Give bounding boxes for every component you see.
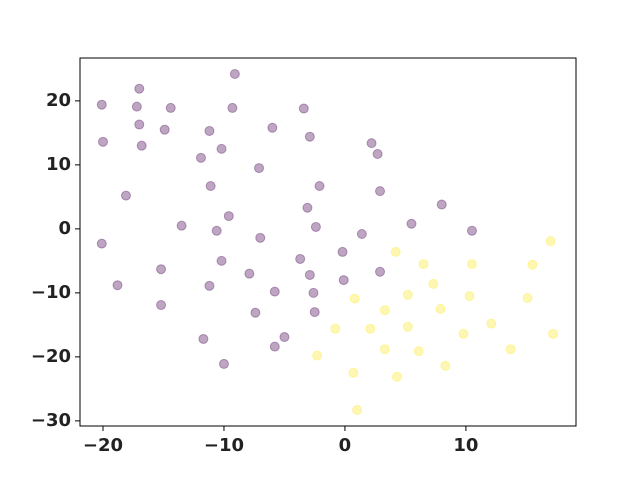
point [548, 328, 559, 339]
point [545, 236, 556, 247]
plot-frame [79, 57, 577, 427]
point [204, 125, 215, 136]
y-tick-label: 0 [58, 218, 71, 239]
point [97, 136, 108, 147]
point [312, 350, 323, 361]
point [375, 266, 386, 277]
point [198, 333, 209, 344]
point [348, 367, 359, 378]
point [227, 102, 238, 113]
point [466, 259, 477, 270]
point [440, 360, 451, 371]
point [406, 218, 417, 229]
point [165, 102, 176, 113]
point [279, 332, 290, 343]
point [365, 323, 376, 334]
point [131, 101, 142, 112]
y-tick-label: 10 [46, 154, 71, 175]
point [159, 124, 170, 135]
x-tick-label: −10 [204, 435, 244, 456]
point [218, 358, 229, 369]
point [435, 303, 446, 314]
point [304, 269, 315, 280]
point [96, 99, 107, 110]
point [269, 341, 280, 352]
point [418, 259, 429, 270]
point [366, 138, 377, 149]
point [250, 307, 261, 318]
point [391, 371, 402, 382]
point [176, 220, 187, 231]
point [308, 287, 319, 298]
y-tick-label: 20 [46, 90, 71, 111]
point [120, 190, 131, 201]
point [216, 255, 227, 266]
point [375, 186, 386, 197]
point [413, 346, 424, 357]
point [349, 293, 360, 304]
point [522, 293, 533, 303]
point [302, 202, 313, 213]
point [211, 225, 222, 236]
point [195, 152, 206, 163]
point [96, 238, 107, 249]
point [464, 291, 475, 302]
y-tick-label: −30 [31, 410, 71, 431]
point [156, 264, 167, 275]
point [244, 268, 255, 279]
point [309, 307, 320, 318]
x-tick-label: 0 [339, 435, 352, 456]
x-tick-label: −20 [83, 435, 123, 456]
point [112, 280, 123, 291]
point [156, 300, 167, 311]
point [402, 321, 413, 332]
point [402, 289, 413, 300]
point [337, 246, 348, 257]
point [204, 280, 215, 291]
point [527, 259, 538, 270]
y-tick-label: −20 [31, 346, 71, 367]
point [428, 278, 439, 289]
point [458, 328, 469, 339]
point [216, 143, 227, 154]
point [229, 69, 240, 79]
point [298, 103, 309, 114]
point [254, 163, 265, 174]
point [255, 232, 266, 243]
point [223, 211, 234, 222]
point [269, 286, 280, 297]
point [436, 199, 447, 210]
point [338, 275, 349, 286]
point [466, 225, 477, 236]
point [134, 119, 145, 130]
point [267, 122, 278, 133]
point [379, 344, 390, 355]
point [310, 221, 321, 232]
point [134, 83, 145, 94]
x-tick-label: 10 [453, 435, 478, 456]
point [304, 131, 315, 142]
point [205, 181, 216, 191]
point [390, 246, 401, 257]
point [314, 181, 325, 191]
point [330, 323, 341, 334]
point [295, 253, 306, 264]
point [505, 344, 516, 355]
point [486, 318, 497, 329]
point [372, 149, 383, 159]
y-tick-label: −10 [31, 282, 71, 303]
point [136, 140, 147, 151]
point [379, 305, 390, 316]
point [356, 229, 367, 239]
point [352, 405, 363, 415]
